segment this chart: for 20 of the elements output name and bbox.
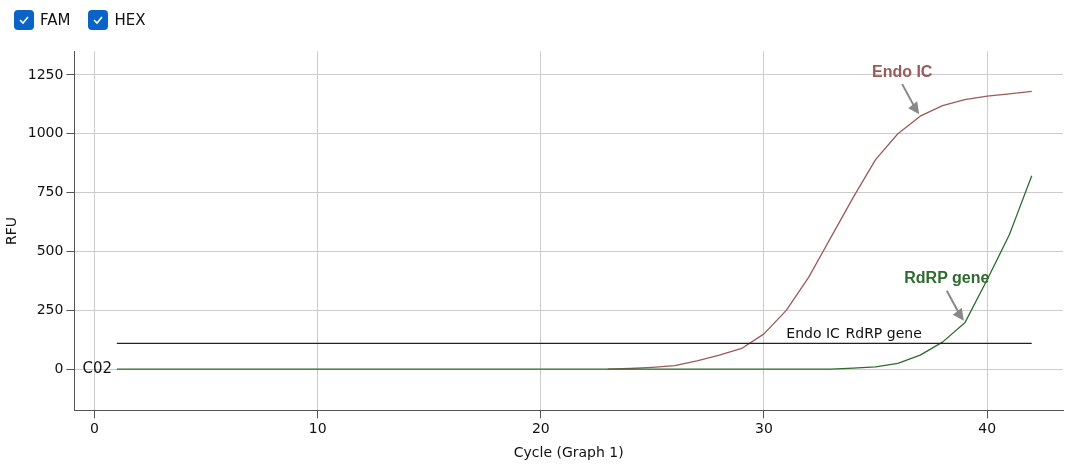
y-tick-label: 500 [36, 242, 64, 259]
x-tick-label: 10 [308, 420, 327, 437]
x-tick-label: 40 [978, 420, 997, 437]
y-axis-title: RFU [3, 216, 20, 245]
x-axis-title: Cycle (Graph 1) [513, 444, 624, 461]
y-tick-label: 1250 [27, 65, 64, 82]
x-tick-label: 0 [90, 420, 99, 437]
y-tick-label: 0 [54, 359, 64, 376]
y-tick-label: 1000 [27, 124, 64, 141]
text: HEX [114, 11, 146, 29]
annotation: Endo IC [786, 324, 841, 341]
y-tick-label: 750 [36, 183, 64, 200]
series-label: Endo IC [871, 62, 933, 80]
series-label: RdRP gene [904, 269, 990, 287]
text: FAM [40, 11, 71, 29]
x-tick-label: 30 [755, 420, 773, 437]
x-tick-label: 20 [531, 420, 550, 437]
ref-line-label: RdRP gene [845, 324, 922, 341]
y-tick-label: 250 [36, 300, 64, 317]
annotation: C02 [82, 358, 112, 377]
